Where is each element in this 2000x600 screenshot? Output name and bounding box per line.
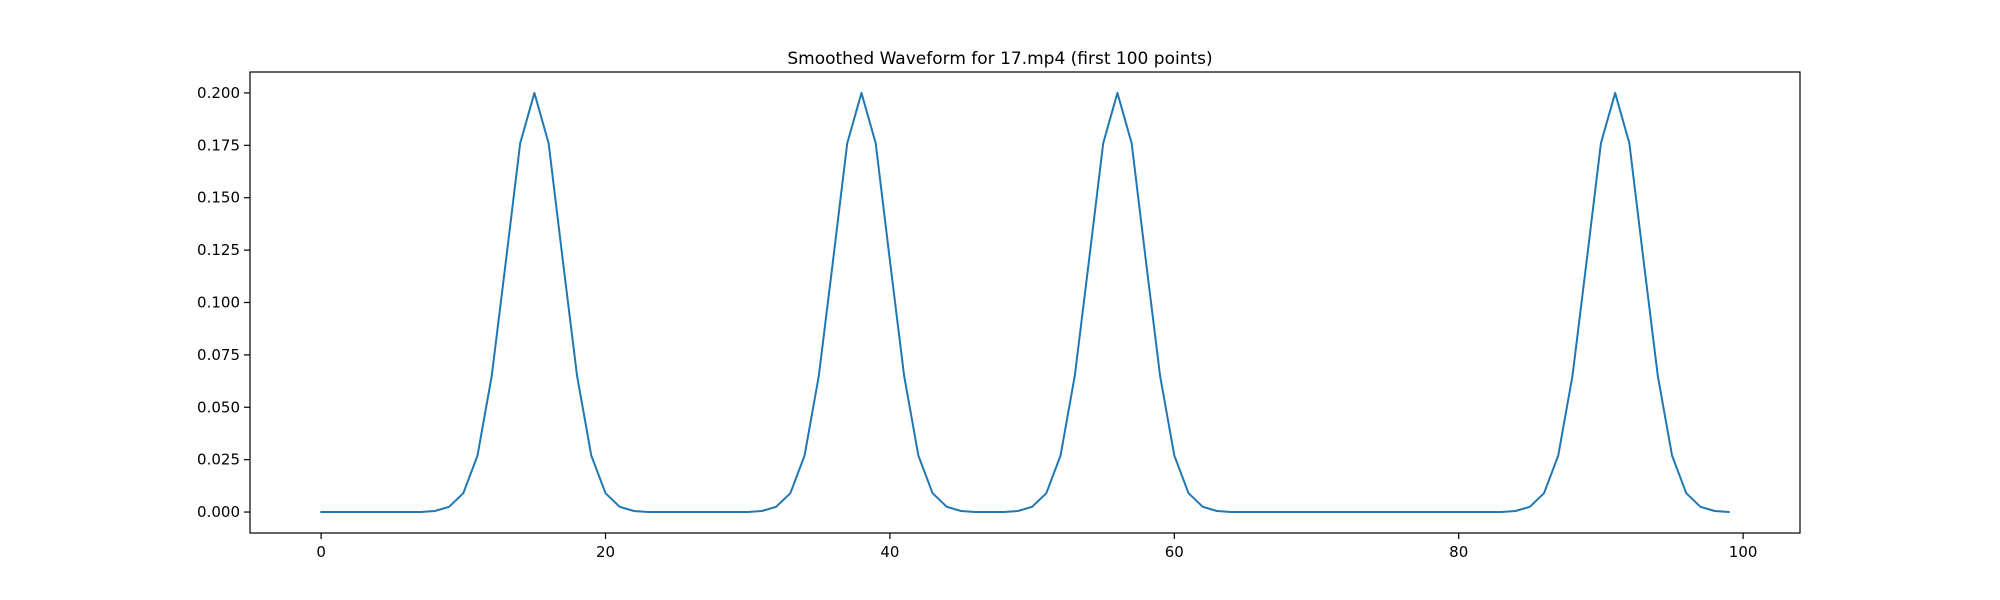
x-tick-label: 80 [1449,543,1468,561]
y-tick-label: 0.100 [197,294,240,312]
y-tick-label: 0.150 [197,189,240,207]
y-tick-label: 0.175 [197,136,240,154]
y-tick-label: 0.000 [197,503,240,521]
y-tick-label: 0.025 [197,451,240,469]
chart-title: Smoothed Waveform for 17.mp4 (first 100 … [787,49,1212,69]
x-tick-label: 40 [880,543,899,561]
x-tick-label: 100 [1729,543,1758,561]
x-tick-label: 20 [596,543,615,561]
x-tick-label: 0 [316,543,326,561]
y-axis: 0.000 0.025 0.050 0.075 0.100 0.125 0.150 0.175… [197,84,250,521]
plot-frame [249,71,1801,534]
x-tick-label: 60 [1165,543,1184,561]
waveform-series-line [320,91,1730,514]
y-tick-label: 0.200 [197,84,240,102]
y-tick-label: 0.125 [197,241,240,259]
x-axis: 0 20 40 60 80 100 [316,533,1757,561]
y-tick-label: 0.075 [197,346,240,364]
y-tick-label: 0.050 [197,398,240,416]
